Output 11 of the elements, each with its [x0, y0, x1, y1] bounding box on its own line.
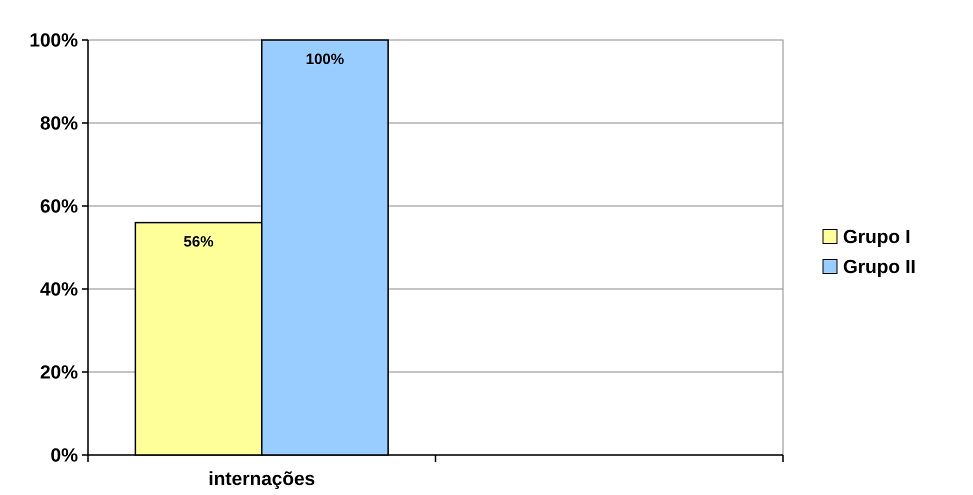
- y-tick-label: 0%: [50, 446, 78, 467]
- data-label: 100%: [306, 51, 344, 68]
- y-tick-label: 80%: [40, 114, 78, 135]
- y-tick-label: 40%: [40, 280, 78, 301]
- x-tick-label: internações: [208, 469, 316, 490]
- y-tick-label: 60%: [40, 196, 78, 218]
- data-label: 56%: [184, 234, 214, 251]
- legend-label: Grupo II: [843, 257, 916, 278]
- legend-label: Grupo I: [843, 227, 911, 248]
- y-tick-label: 20%: [40, 362, 78, 384]
- y-tick-label: 100%: [29, 30, 78, 52]
